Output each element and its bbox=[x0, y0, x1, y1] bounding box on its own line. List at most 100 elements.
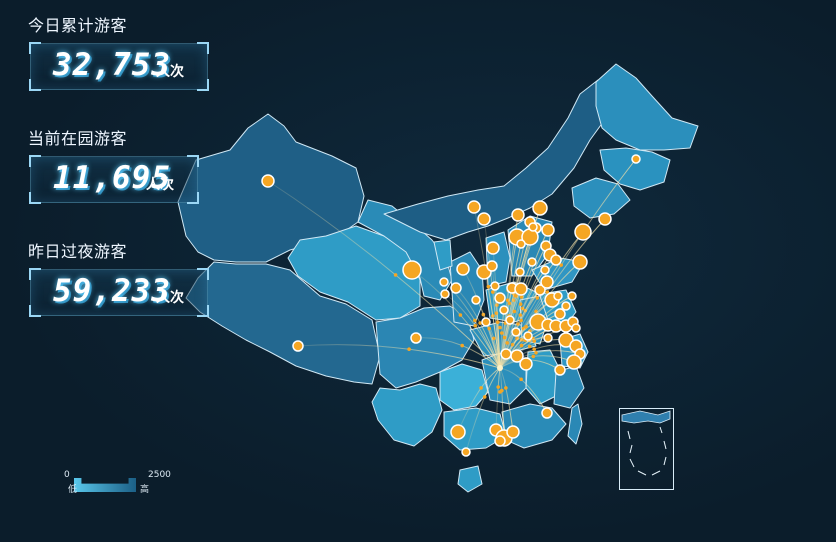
origin-marker[interactable] bbox=[461, 447, 471, 457]
province-ningxia[interactable] bbox=[433, 239, 453, 271]
stat-box: 11,695 人次 bbox=[29, 155, 199, 204]
flow-particle bbox=[527, 344, 532, 349]
origin-marker[interactable] bbox=[494, 435, 506, 447]
origin-marker[interactable] bbox=[550, 254, 562, 266]
origin-marker[interactable] bbox=[528, 222, 538, 232]
origin-marker[interactable] bbox=[511, 208, 525, 222]
origin-marker[interactable] bbox=[494, 292, 506, 304]
origin-marker[interactable] bbox=[456, 262, 470, 276]
flow-particle bbox=[473, 318, 477, 323]
stat-label: 当前在园游客 bbox=[28, 129, 128, 148]
stat-label: 今日累计游客 bbox=[28, 16, 128, 35]
province-guizhou[interactable] bbox=[439, 363, 489, 411]
origin-marker[interactable] bbox=[486, 241, 500, 255]
origin-marker[interactable] bbox=[410, 332, 422, 344]
origin-marker[interactable] bbox=[486, 260, 498, 272]
destination-marker[interactable] bbox=[497, 365, 503, 371]
origin-marker[interactable] bbox=[477, 212, 491, 226]
province-sichuan[interactable] bbox=[375, 305, 475, 389]
flow-particle bbox=[473, 323, 478, 328]
origin-marker[interactable] bbox=[523, 331, 533, 341]
origin-marker[interactable] bbox=[467, 200, 481, 214]
origin-markers-layer[interactable] bbox=[261, 154, 641, 457]
province-taiwan[interactable] bbox=[567, 403, 583, 445]
flow-particle bbox=[532, 339, 536, 343]
origin-marker[interactable] bbox=[534, 284, 546, 296]
province-xinjiang[interactable] bbox=[177, 113, 365, 263]
flow-line bbox=[415, 337, 501, 369]
stat-box: 32,753 人次 bbox=[29, 42, 209, 91]
visual-map-legend[interactable]: 0 2500 低 高 bbox=[64, 468, 184, 498]
province-yunnan[interactable] bbox=[371, 383, 443, 447]
origin-marker[interactable] bbox=[541, 223, 555, 237]
origin-marker[interactable] bbox=[450, 282, 462, 294]
origin-marker[interactable] bbox=[511, 327, 521, 337]
flow-particle bbox=[518, 302, 523, 306]
origin-marker[interactable] bbox=[505, 315, 515, 325]
flow-particle bbox=[407, 347, 411, 351]
flow-particle bbox=[393, 273, 398, 277]
flow-particle bbox=[512, 309, 517, 314]
flow-particle bbox=[535, 296, 540, 300]
province-hainan[interactable] bbox=[457, 465, 483, 493]
origin-marker[interactable] bbox=[554, 308, 566, 320]
origin-marker[interactable] bbox=[450, 424, 466, 440]
flow-particle bbox=[487, 326, 492, 331]
origin-marker[interactable] bbox=[516, 239, 526, 249]
origin-marker[interactable] bbox=[481, 317, 491, 327]
origin-marker[interactable] bbox=[540, 265, 550, 275]
stat-value: 11,695 bbox=[53, 160, 171, 196]
origin-marker[interactable] bbox=[292, 340, 304, 352]
origin-marker[interactable] bbox=[261, 174, 275, 188]
origin-marker[interactable] bbox=[567, 291, 577, 301]
origin-marker[interactable] bbox=[500, 348, 512, 360]
origin-marker[interactable] bbox=[510, 349, 524, 363]
origin-marker[interactable] bbox=[532, 200, 548, 216]
flow-particle bbox=[534, 350, 538, 355]
stat-value: 59,233 bbox=[53, 273, 171, 309]
province-heilongjiang[interactable] bbox=[595, 63, 699, 151]
origin-marker[interactable] bbox=[506, 425, 520, 439]
origin-marker[interactable] bbox=[471, 295, 481, 305]
province-jilin[interactable] bbox=[599, 147, 671, 191]
flow-line bbox=[499, 367, 548, 414]
origin-marker[interactable] bbox=[598, 212, 612, 226]
legend-gradient-bar[interactable] bbox=[74, 478, 136, 492]
flow-line bbox=[465, 367, 501, 453]
flow-line bbox=[297, 344, 501, 369]
flow-particle bbox=[519, 318, 523, 323]
origin-marker[interactable] bbox=[514, 282, 528, 296]
origin-marker[interactable] bbox=[631, 154, 641, 164]
origin-marker[interactable] bbox=[490, 281, 500, 291]
origin-marker[interactable] bbox=[515, 267, 525, 277]
origin-marker[interactable] bbox=[543, 333, 553, 343]
origin-marker[interactable] bbox=[572, 254, 588, 270]
flow-line bbox=[457, 367, 501, 433]
stat-unit: 人次 bbox=[156, 290, 184, 306]
province-qinghai[interactable] bbox=[287, 225, 421, 321]
origin-marker[interactable] bbox=[440, 289, 450, 299]
stat-label: 昨日过夜游客 bbox=[28, 242, 128, 261]
south-china-sea-islands-icon bbox=[621, 410, 671, 476]
origin-marker[interactable] bbox=[541, 407, 553, 419]
origin-marker[interactable] bbox=[554, 364, 566, 376]
origin-marker[interactable] bbox=[527, 257, 537, 267]
origin-marker[interactable] bbox=[540, 275, 554, 289]
origin-marker[interactable] bbox=[571, 323, 581, 333]
origin-marker[interactable] bbox=[561, 301, 571, 311]
province-inner-mongolia[interactable] bbox=[383, 79, 615, 241]
origin-marker[interactable] bbox=[519, 357, 533, 371]
origin-marker[interactable] bbox=[402, 260, 422, 280]
origin-marker[interactable] bbox=[566, 354, 582, 370]
stat-unit: 人次 bbox=[146, 177, 174, 193]
province-liaoning[interactable] bbox=[571, 177, 631, 219]
origin-marker[interactable] bbox=[439, 277, 449, 287]
origin-marker[interactable] bbox=[553, 291, 563, 301]
origin-marker[interactable] bbox=[499, 305, 509, 315]
flow-particle bbox=[482, 395, 487, 399]
flow-particle bbox=[502, 335, 507, 340]
flow-particle bbox=[504, 386, 508, 390]
origin-marker[interactable] bbox=[574, 223, 592, 241]
